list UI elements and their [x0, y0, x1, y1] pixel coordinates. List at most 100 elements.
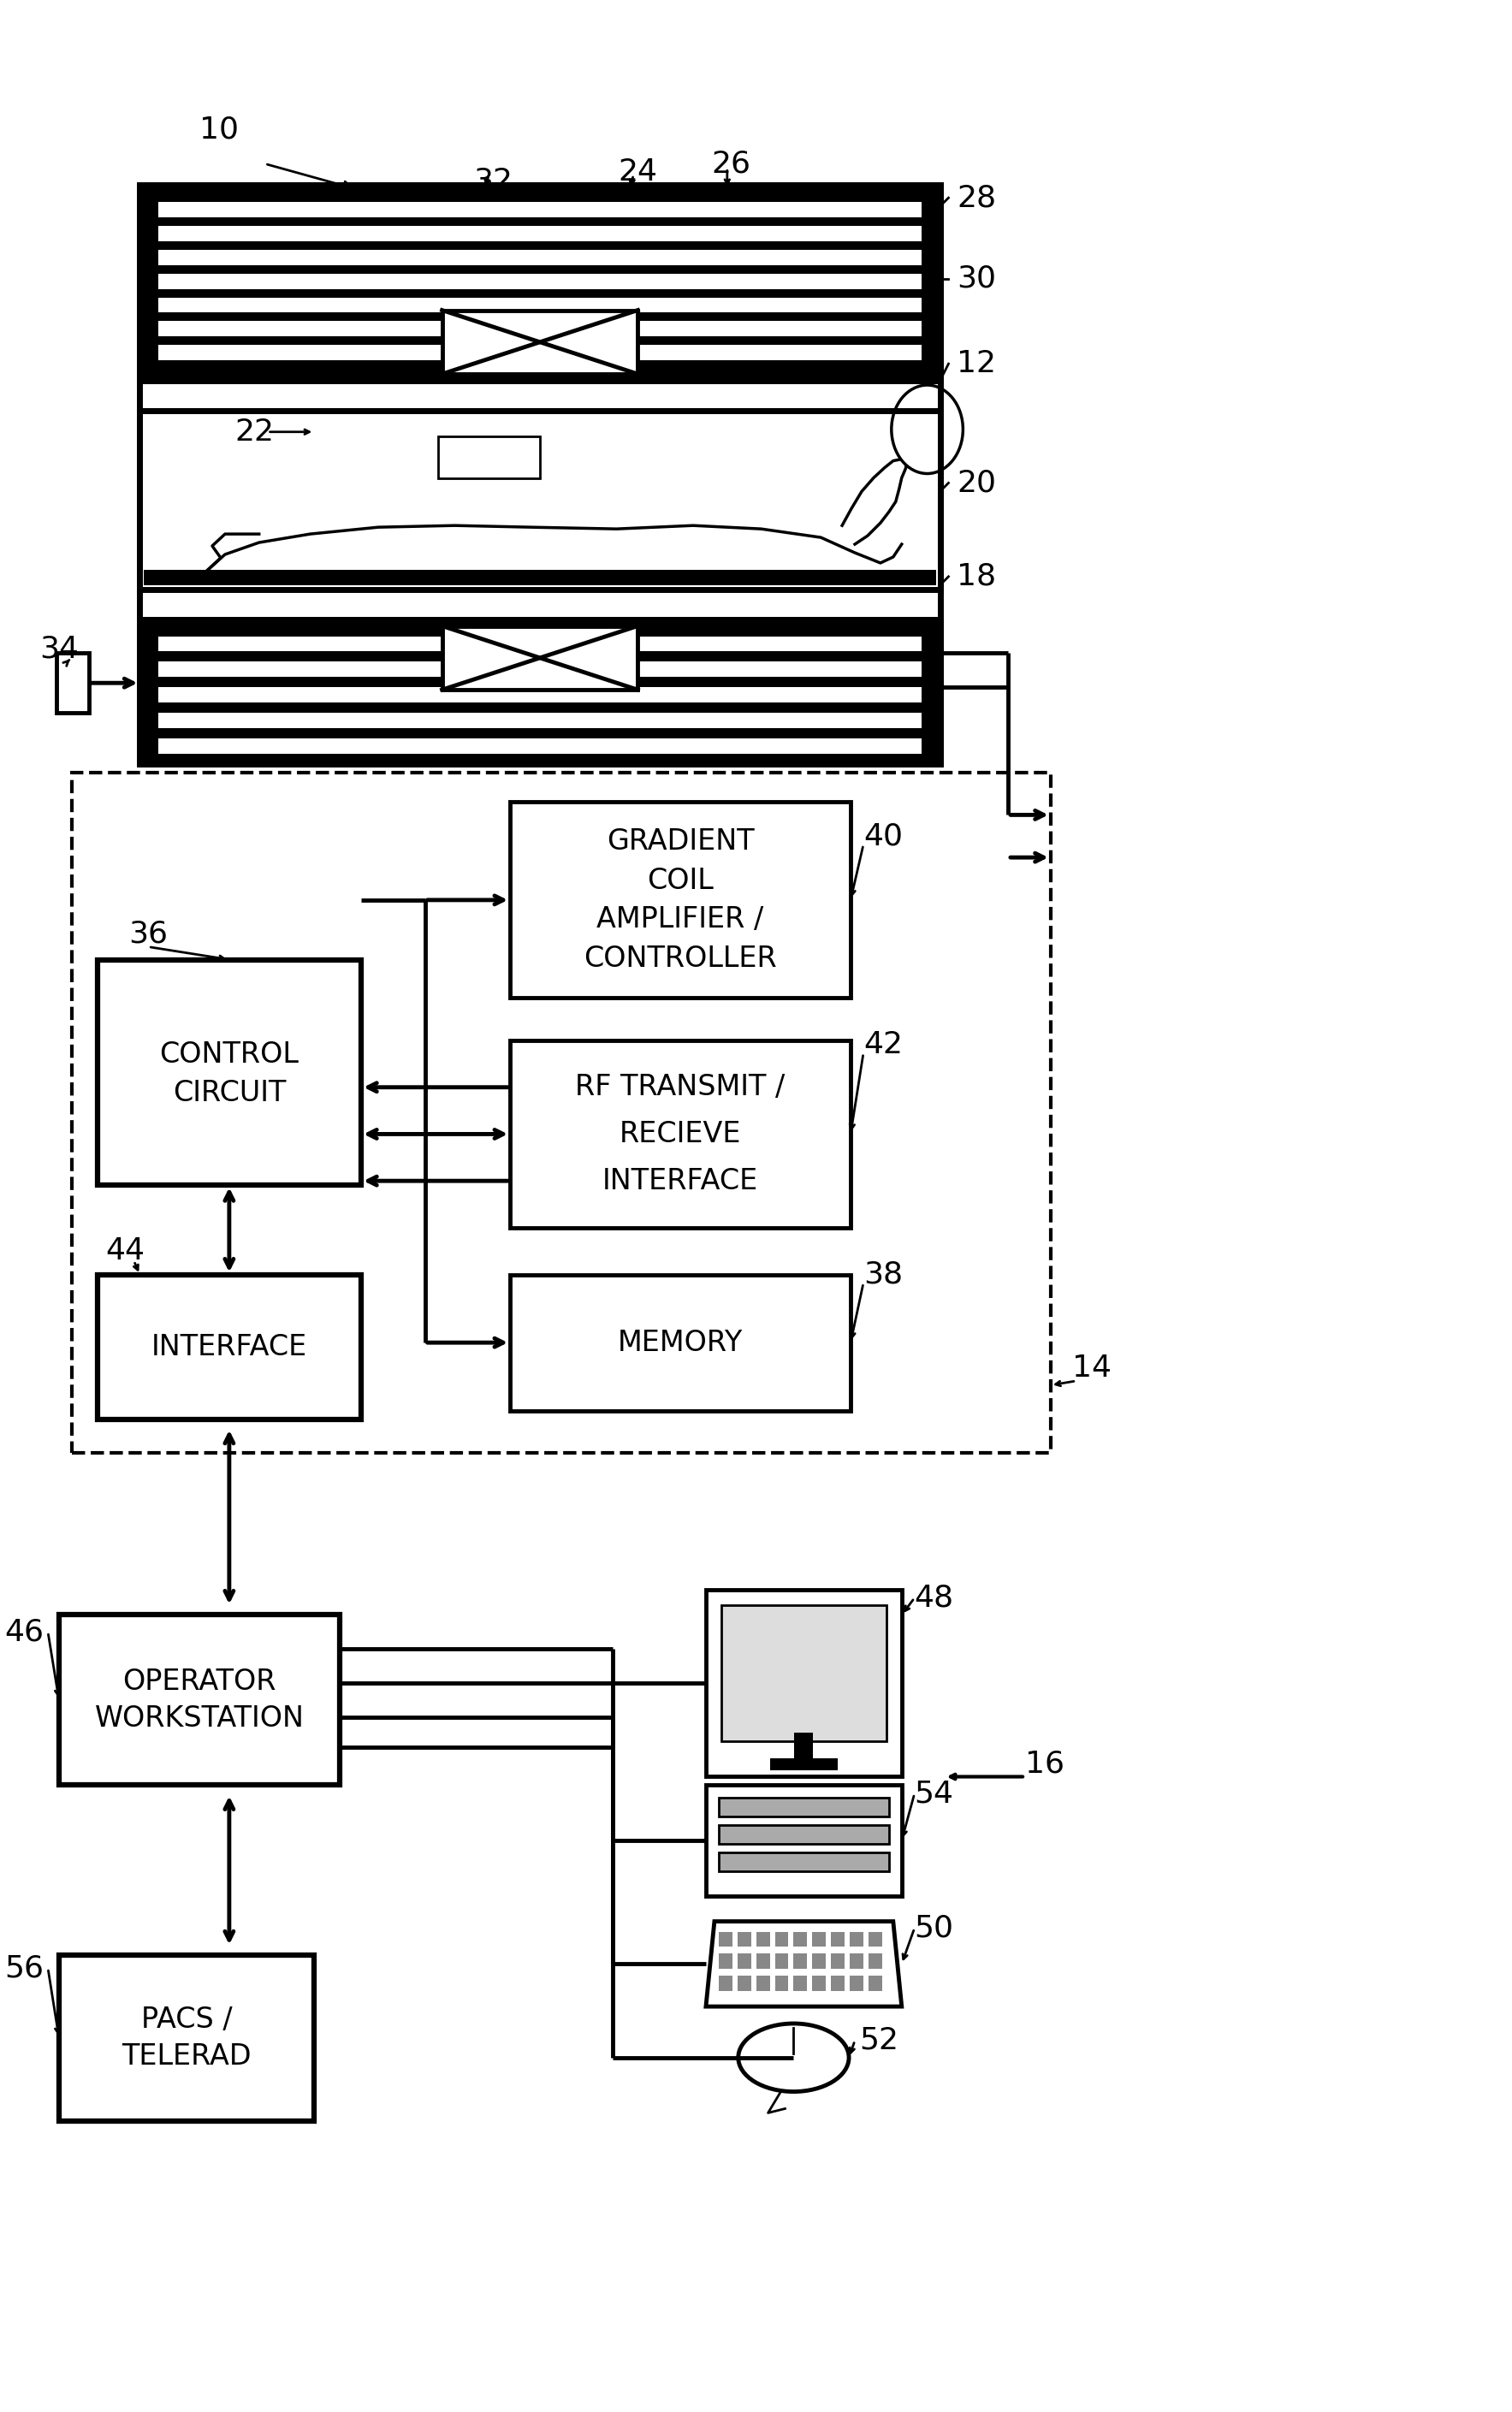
Bar	[159, 227, 921, 241]
Text: 14: 14	[1072, 1353, 1111, 1382]
Text: CIRCUIT: CIRCUIT	[172, 1078, 286, 1107]
Bar	[71, 772, 1051, 1454]
Bar	[738, 1932, 751, 1946]
Text: OPERATOR: OPERATOR	[122, 1667, 277, 1696]
Bar	[510, 803, 851, 999]
Bar	[510, 1040, 851, 1228]
Bar	[144, 569, 936, 586]
Bar	[59, 1956, 314, 2123]
Bar	[139, 410, 940, 589]
Bar	[56, 654, 89, 714]
Text: RF TRANSMIT /: RF TRANSMIT /	[576, 1073, 785, 1102]
Bar	[159, 714, 921, 728]
Bar	[159, 273, 921, 289]
Bar	[718, 1797, 889, 1816]
Bar	[438, 437, 540, 478]
Bar	[794, 1732, 813, 1761]
Text: 18: 18	[957, 562, 996, 591]
Bar	[868, 1932, 881, 1946]
Bar	[718, 1932, 732, 1946]
Text: 20: 20	[957, 468, 996, 497]
Bar	[59, 1616, 340, 1785]
Ellipse shape	[892, 386, 963, 473]
Text: RECIEVE: RECIEVE	[620, 1119, 741, 1148]
Text: CONTROLLER: CONTROLLER	[584, 946, 777, 972]
Bar	[794, 1954, 807, 1968]
Text: 52: 52	[859, 2026, 898, 2055]
Text: MEMORY: MEMORY	[618, 1329, 742, 1356]
Text: 34: 34	[39, 634, 79, 663]
Bar	[97, 960, 361, 1184]
Bar	[832, 1975, 845, 1992]
Bar	[718, 1975, 732, 1992]
Bar	[774, 1975, 788, 1992]
Bar	[159, 738, 921, 753]
Text: 44: 44	[106, 1235, 145, 1266]
Bar	[159, 203, 921, 217]
Bar	[139, 186, 940, 381]
Text: 48: 48	[915, 1582, 954, 1614]
Bar	[97, 1274, 361, 1418]
Bar	[159, 687, 921, 702]
Bar	[159, 661, 921, 678]
Text: CONTROL: CONTROL	[160, 1042, 299, 1069]
Bar	[812, 1975, 826, 1992]
Bar	[159, 637, 921, 651]
Bar	[718, 1954, 732, 1968]
Bar	[774, 1954, 788, 1968]
Text: 56: 56	[5, 1954, 44, 1983]
Bar	[139, 186, 940, 381]
Text: 28: 28	[957, 183, 996, 212]
Text: 42: 42	[863, 1030, 903, 1059]
Bar	[832, 1954, 845, 1968]
Text: 46: 46	[5, 1618, 44, 1647]
Bar	[794, 1975, 807, 1992]
Text: 38: 38	[863, 1259, 903, 1288]
Bar	[510, 1274, 851, 1411]
Bar	[868, 1975, 881, 1992]
Text: COIL: COIL	[647, 866, 714, 895]
Text: GRADIENT: GRADIENT	[606, 827, 754, 856]
Text: 16: 16	[1025, 1749, 1064, 1778]
Bar	[770, 1758, 838, 1770]
Text: 22: 22	[234, 417, 275, 446]
Text: 26: 26	[712, 150, 751, 178]
Bar	[850, 1954, 863, 1968]
Text: 40: 40	[863, 822, 903, 851]
Text: 24: 24	[618, 157, 658, 186]
Bar	[868, 1954, 881, 1968]
Text: INTERFACE: INTERFACE	[602, 1167, 759, 1194]
Text: 12: 12	[957, 350, 996, 379]
Bar	[159, 251, 921, 265]
Text: 32: 32	[473, 166, 513, 195]
Bar	[442, 627, 638, 690]
Bar	[718, 1826, 889, 1843]
Bar	[850, 1975, 863, 1992]
Polygon shape	[706, 1922, 901, 2007]
Ellipse shape	[738, 2024, 848, 2091]
Bar	[706, 1785, 901, 1896]
Bar	[812, 1954, 826, 1968]
Text: 54: 54	[915, 1780, 954, 1809]
Bar	[139, 620, 940, 765]
Text: 36: 36	[129, 919, 168, 948]
Bar	[850, 1932, 863, 1946]
Text: TELERAD: TELERAD	[122, 2043, 251, 2072]
Bar	[718, 1852, 889, 1872]
Bar	[756, 1932, 770, 1946]
Bar	[774, 1932, 788, 1946]
Bar	[738, 1975, 751, 1992]
Text: 10: 10	[200, 116, 239, 145]
Bar	[812, 1932, 826, 1946]
Bar	[794, 1932, 807, 1946]
Bar	[139, 186, 940, 765]
Bar	[442, 311, 638, 374]
Bar	[738, 1954, 751, 1968]
Bar	[756, 1975, 770, 1992]
Text: AMPLIFIER /: AMPLIFIER /	[597, 904, 764, 933]
Text: WORKSTATION: WORKSTATION	[95, 1705, 304, 1732]
Text: INTERFACE: INTERFACE	[151, 1334, 307, 1360]
Bar	[721, 1604, 886, 1741]
Bar	[159, 321, 921, 338]
Bar	[159, 345, 921, 359]
